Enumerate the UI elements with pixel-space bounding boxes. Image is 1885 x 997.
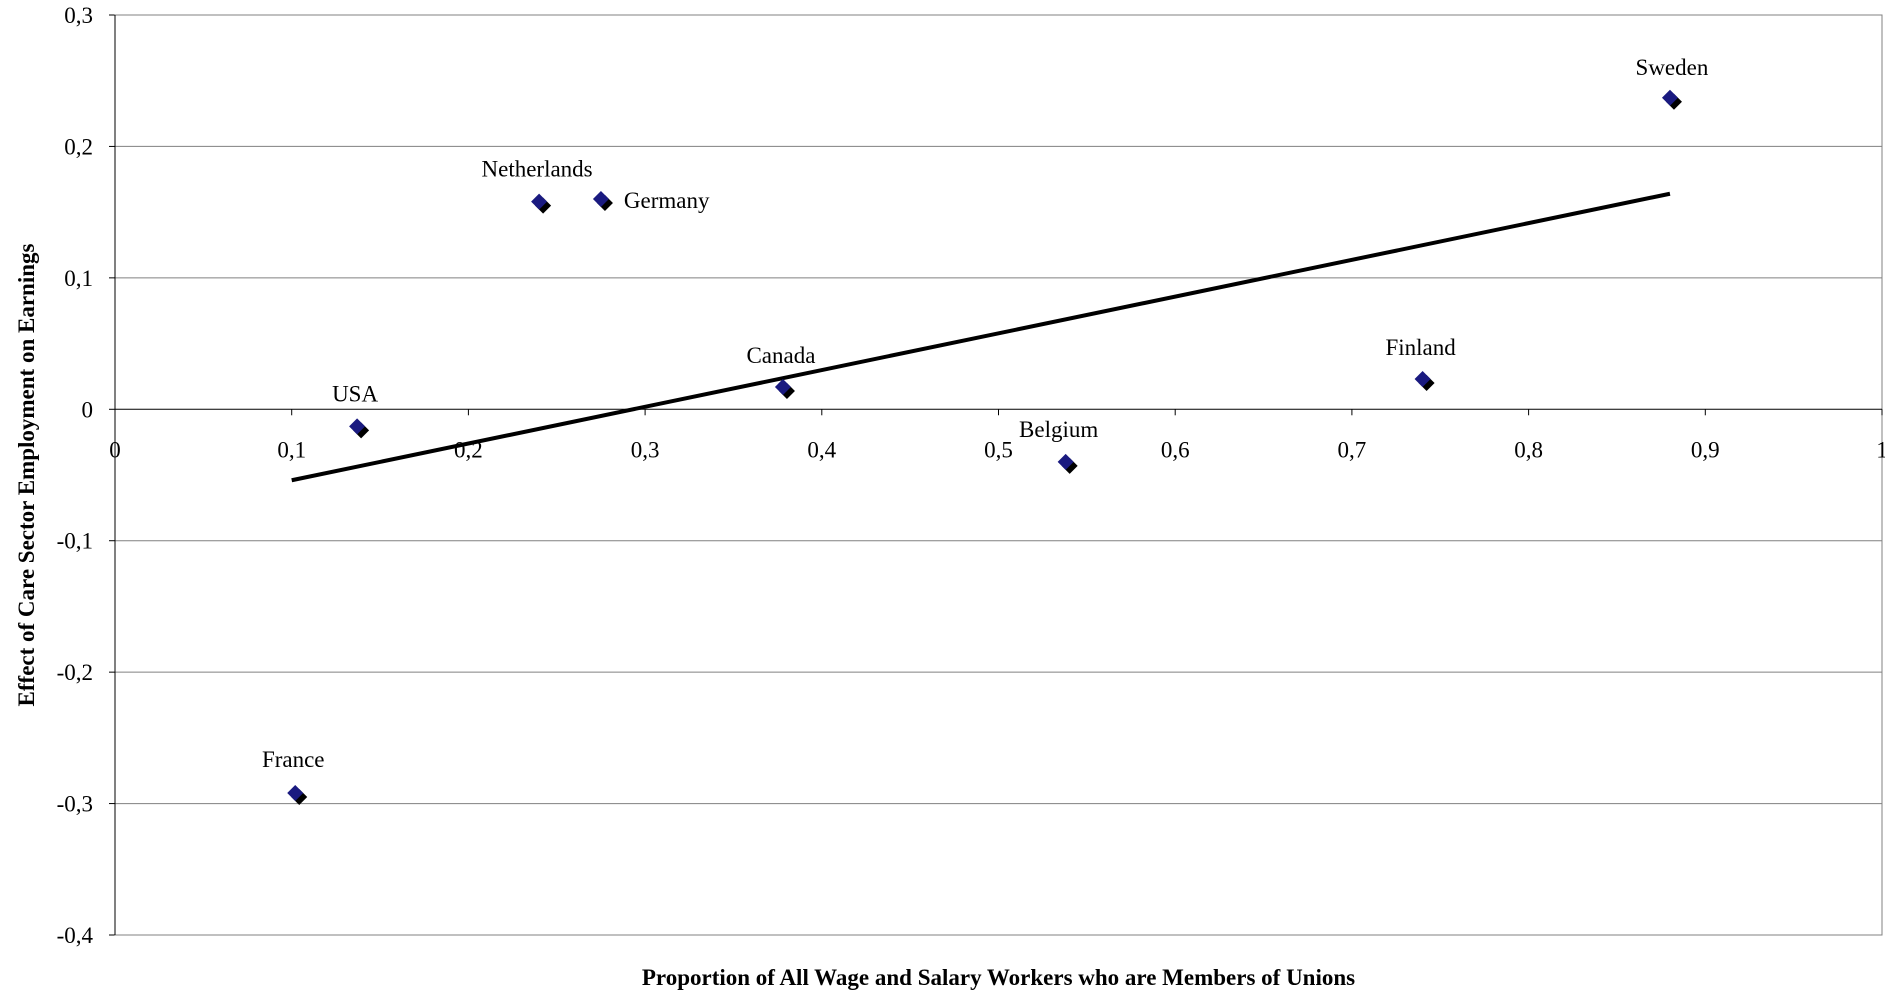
marker bbox=[592, 191, 609, 207]
y-tick-label: 0,3 bbox=[64, 3, 93, 28]
x-tick-label: 1 bbox=[1876, 437, 1885, 462]
marker bbox=[1414, 371, 1431, 388]
point-label: Sweden bbox=[1636, 55, 1709, 80]
point-label: USA bbox=[332, 381, 378, 406]
point-label: Belgium bbox=[1019, 417, 1098, 442]
data-point: France bbox=[262, 747, 325, 806]
data-points: Sweden Netherlands Germany Canada Finland USA… bbox=[262, 55, 1709, 806]
data-point: Finland bbox=[1385, 335, 1456, 392]
y-tick-label: -0,3 bbox=[57, 792, 93, 817]
trendline-group bbox=[291, 191, 1671, 483]
marker bbox=[349, 418, 366, 435]
y-tick-label: -0,1 bbox=[57, 529, 93, 554]
data-point: Sweden bbox=[1636, 55, 1709, 110]
point-label: Finland bbox=[1385, 335, 1456, 360]
x-tick-label: 0,5 bbox=[984, 437, 1013, 462]
point-label: Canada bbox=[746, 343, 815, 368]
y-tick-label: 0,1 bbox=[64, 266, 93, 291]
x-tick-label: 0,1 bbox=[277, 437, 306, 462]
marker bbox=[774, 378, 791, 395]
x-tick-label: 0,6 bbox=[1161, 437, 1190, 462]
x-tick-label: 0,8 bbox=[1514, 437, 1543, 462]
y-tick-label: -0,2 bbox=[57, 660, 93, 685]
data-point: Netherlands bbox=[482, 157, 593, 214]
x-tick-label: 0,4 bbox=[807, 437, 836, 462]
point-label: France bbox=[262, 747, 325, 772]
plot-frame bbox=[114, 14, 1883, 936]
y-tick-label: 0,2 bbox=[64, 134, 93, 159]
data-point: Belgium bbox=[1019, 417, 1098, 474]
marker bbox=[1057, 453, 1074, 470]
tick-labels: 0,30,20,10-0,1-0,2-0,3-0,40 0,1 0,2 0,3 0,4 0… bbox=[57, 3, 1885, 948]
marker bbox=[531, 193, 548, 210]
y-tick-label: -0,4 bbox=[57, 923, 94, 948]
point-label: Germany bbox=[624, 188, 710, 213]
marker bbox=[1661, 89, 1678, 106]
point-label: Netherlands bbox=[482, 157, 593, 182]
x-tick-label: 0,7 bbox=[1338, 437, 1367, 462]
y-axis-title: Effect of Care Sector Employment on Earn… bbox=[14, 243, 39, 706]
data-point: Germany bbox=[592, 188, 710, 213]
data-point: USA bbox=[332, 381, 378, 439]
trendline bbox=[291, 191, 1671, 483]
x-tick-label: 0,3 bbox=[631, 437, 660, 462]
y-tick-label: 0 bbox=[82, 397, 94, 422]
data-point: Canada bbox=[746, 343, 815, 399]
gridlines bbox=[115, 14, 1882, 936]
x-axis-title: Proportion of All Wage and Salary Worker… bbox=[642, 965, 1355, 990]
x-tick-label: 0,9 bbox=[1691, 437, 1720, 462]
marker bbox=[287, 785, 304, 802]
axes bbox=[109, 14, 1883, 936]
x-tick-label: 0 bbox=[109, 437, 121, 462]
